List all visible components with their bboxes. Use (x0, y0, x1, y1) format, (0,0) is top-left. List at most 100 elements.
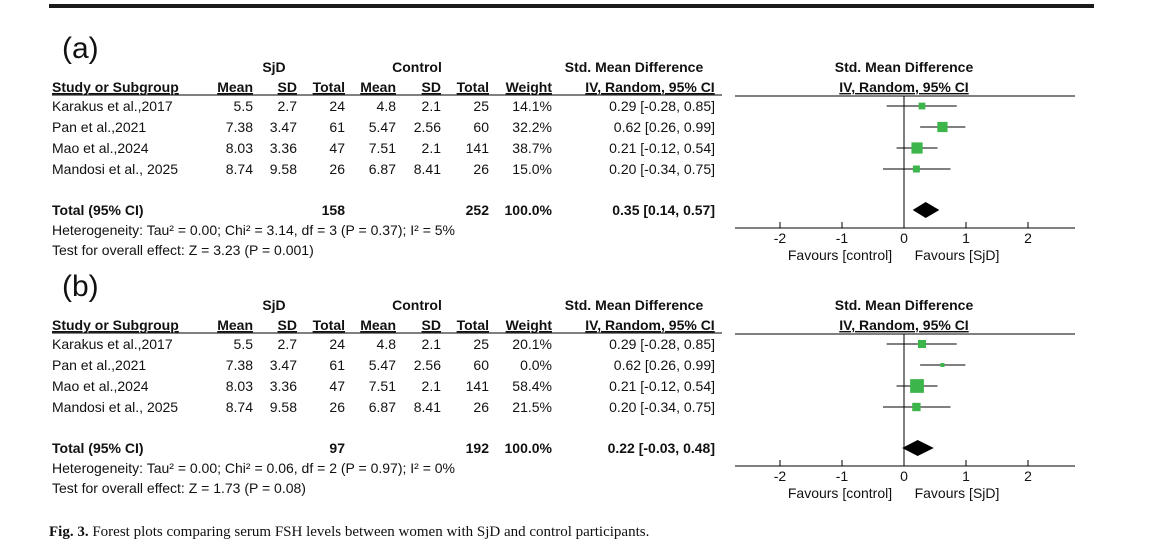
panel-a-study-sd2: 2.1 (422, 140, 442, 156)
panel-a-study-ci: 0.29 [-0.28, 0.85] (609, 98, 715, 114)
panel-b-col-mean2: Mean (360, 317, 396, 333)
panel-b-col-weight: Weight (506, 317, 553, 333)
top-rule (49, 4, 1094, 8)
panel-b-study-ci: 0.21 [-0.12, 0.54] (609, 378, 715, 394)
panel-a-study-marker (918, 102, 926, 110)
panel-a-study-ci: 0.21 [-0.12, 0.54] (609, 140, 715, 156)
panel-a-study-name: Mao et al.,2024 (52, 140, 149, 156)
panel-b-study-total1: 24 (329, 336, 345, 352)
caption-label: Fig. 3. (49, 524, 89, 540)
panel-a-study-sd1: 3.47 (270, 119, 297, 135)
panel-b-total-total1: 97 (329, 440, 345, 456)
panel-a-study-total1: 47 (329, 140, 345, 156)
panel-a-plot-header: Std. Mean Difference (835, 59, 974, 75)
panel-b-group1-header: SjD (262, 297, 285, 313)
panel-b-study-mean1: 8.03 (226, 378, 253, 394)
panel-a-col-mean2: Mean (360, 79, 396, 95)
panel-a-total-weight: 100.0% (505, 202, 553, 218)
panel-a-study-name: Karakus et al.,2017 (52, 98, 173, 114)
panel-b-study-total2: 25 (473, 336, 489, 352)
panel-a-study-name: Mandosi et al., 2025 (52, 161, 178, 177)
panel-a-study-mean2: 4.8 (377, 98, 397, 114)
panel-a-study-mean1: 8.74 (226, 161, 253, 177)
panel-a-study-mean1: 8.03 (226, 140, 253, 156)
panel-b-smd-header: Std. Mean Difference (565, 297, 704, 313)
panel-b-study-sd2: 2.1 (422, 378, 442, 394)
panel-a-study-name: Pan et al.,2021 (52, 119, 146, 135)
panel-a-group2-header: Control (392, 59, 442, 75)
panel-a-col-mean1: Mean (217, 79, 253, 95)
panel-a-favours-right: Favours [SjD] (915, 247, 1000, 263)
panel-b-study-mean2: 6.87 (369, 399, 396, 415)
panel-b-study-sd2: 8.41 (414, 399, 441, 415)
panel-a-study-weight: 32.2% (512, 119, 552, 135)
panel-b-study-ci: 0.29 [-0.28, 0.85] (609, 336, 715, 352)
panel-b-study-name: Karakus et al.,2017 (52, 336, 173, 352)
panel-b-tick-label: 0 (900, 468, 908, 484)
panel-a-study-marker (937, 121, 948, 133)
panel-a-study-total1: 61 (329, 119, 345, 135)
panel-b-heterogeneity: Heterogeneity: Tau² = 0.00; Chi² = 0.06,… (52, 460, 455, 476)
panel-b-study-mean2: 5.47 (369, 357, 396, 373)
panel-a-study-sd1: 3.36 (270, 140, 297, 156)
panel-a-study-weight: 14.1% (512, 98, 552, 114)
panel-b-study-sd1: 2.7 (278, 336, 298, 352)
panel-a-col-sd1: SD (278, 79, 297, 95)
caption-text: Forest plots comparing serum FSH levels … (92, 524, 650, 540)
panel-a-plot-subheader: IV, Random, 95% CI (839, 79, 968, 95)
panel-a-study-marker (911, 142, 923, 154)
panel-b-study-mean1: 8.74 (226, 399, 253, 415)
panel-a-tick-label: 0 (900, 230, 908, 246)
panel-b-col-total1: Total (313, 317, 345, 333)
panel-b-study-total2: 141 (466, 378, 490, 394)
panel-b-study-marker (917, 339, 927, 349)
panel-a-col-total1: Total (313, 79, 345, 95)
panel-b-study-name: Pan et al.,2021 (52, 357, 146, 373)
panel-a-study-total1: 26 (329, 161, 345, 177)
panel-a-tick-label: -1 (836, 230, 849, 246)
panel-a-col-study: Study or Subgroup (52, 79, 179, 95)
panel-a-favours-left: Favours [control] (788, 247, 892, 263)
panel-b-col-mean1: Mean (217, 317, 253, 333)
panel-b-study-total1: 26 (329, 399, 345, 415)
panel-b-study-weight: 0.0% (520, 357, 552, 373)
panel-b-study-sd2: 2.56 (414, 357, 441, 373)
panel-a-total-total1: 158 (322, 202, 346, 218)
panel-b-total-diamond (902, 440, 934, 456)
panel-b-study-mean2: 4.8 (377, 336, 397, 352)
panel-b-tick-label: -1 (836, 468, 849, 484)
panel-a-study-total2: 26 (473, 161, 489, 177)
panel-a-study-ci: 0.20 [-0.34, 0.75] (609, 161, 715, 177)
panel-b-study-total2: 26 (473, 399, 489, 415)
figure-caption: Fig. 3. Forest plots comparing serum FSH… (49, 524, 649, 541)
panel-a-study-total2: 25 (473, 98, 489, 114)
panel-b-total-weight: 100.0% (505, 440, 553, 456)
panel-b-plot-subheader: IV, Random, 95% CI (839, 317, 968, 333)
panel-a-label: (a) (62, 32, 99, 65)
panel-a-study-sd2: 2.56 (414, 119, 441, 135)
panel-a-total-diamond (912, 202, 940, 218)
panel-a-heterogeneity: Heterogeneity: Tau² = 0.00; Chi² = 3.14,… (52, 222, 455, 238)
panel-b-total-total2: 192 (466, 440, 490, 456)
panel-a-total-ci: 0.35 [0.14, 0.57] (612, 202, 715, 218)
panel-b-favours-right: Favours [SjD] (915, 485, 1000, 501)
forest-plots-figure: (a) SjD Control Std. Mean Difference Std. Me… (52, 32, 1075, 501)
panel-a-total-total2: 252 (466, 202, 490, 218)
panel-b-study-sd1: 3.36 (270, 378, 297, 394)
panel-a-study-weight: 15.0% (512, 161, 552, 177)
panel-b-study-sd1: 9.58 (270, 399, 297, 415)
panel-a-tick-label: 1 (962, 230, 970, 246)
panel-a-study-total2: 141 (466, 140, 490, 156)
panel-b-study-total1: 61 (329, 357, 345, 373)
panel-b-favours-left: Favours [control] (788, 485, 892, 501)
panel-a-group1-header: SjD (262, 59, 285, 75)
panel-b-col-study: Study or Subgroup (52, 317, 179, 333)
panel-b-study-total2: 60 (473, 357, 489, 373)
panel-a-study-weight: 38.7% (512, 140, 552, 156)
panel-b-study-mean1: 5.5 (234, 336, 254, 352)
panel-b-study-weight: 58.4% (512, 378, 552, 394)
panel-b-study-weight: 21.5% (512, 399, 552, 415)
panel-a-study-total2: 60 (473, 119, 489, 135)
panel-a-study-total1: 24 (329, 98, 345, 114)
panel-a-tick-label: -2 (774, 230, 787, 246)
